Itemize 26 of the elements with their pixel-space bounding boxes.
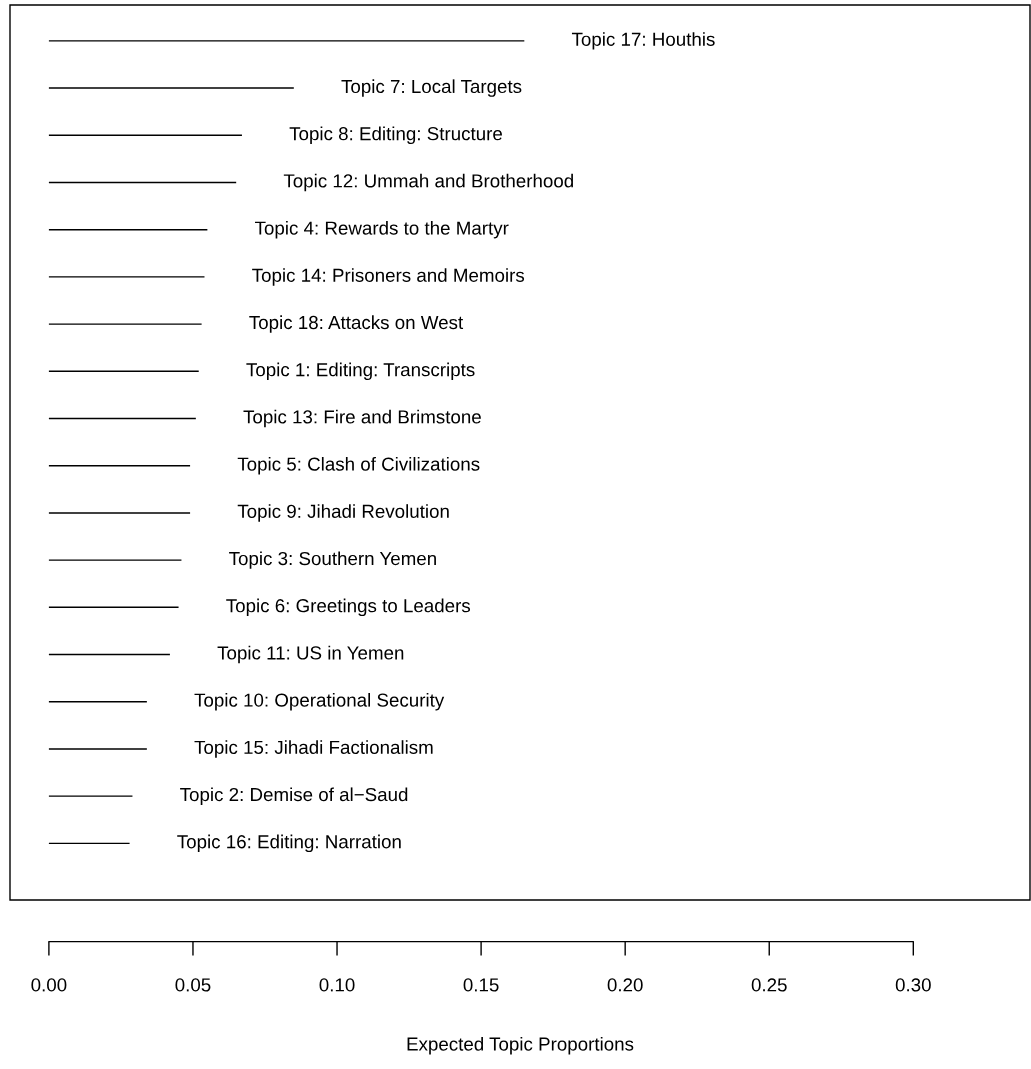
y-tick-label: Topic 6: Greetings to Leaders [226,598,471,617]
x-tick-label: 0.00 [31,978,67,992]
y-tick-label: Topic 14: Prisoners and Memoirs [252,268,525,286]
x-tick-label: 0.10 [319,978,355,992]
y-tick-label: Topic 4: Rewards to the Martyr [255,220,509,239]
x-tick-label: 0.25 [751,978,787,992]
y-tick-label: Topic 5: Clash of Civilizations [237,456,480,475]
y-tick-label: Topic 12: Ummah and Brotherhood [283,173,573,192]
y-tick-label: Topic 10: Operational Security [194,693,445,711]
x-tick-label: 0.30 [895,978,931,992]
y-tick-label: Topic 8: Editing: Structure [289,126,502,145]
y-tick-label: Topic 18: Attacks on West [249,315,464,333]
y-tick-label: Topic 1: Editing: Transcripts [246,362,475,381]
x-axis-title: Expected Topic Proportions [407,1036,634,1055]
y-tick-label: Topic 17: Houthis [571,32,715,50]
x-tick-label: 0.20 [607,978,643,992]
x-tick-label: 0.05 [175,978,211,992]
y-tick-label: Topic 11: US in Yemen [217,645,404,664]
y-tick-label: Topic 7: Local Targets [341,79,522,97]
y-tick-label: Topic 16: Editing: Narration [177,834,401,853]
y-tick-label: Topic 15: Jihadi Factionalism [194,740,433,758]
y-tick-label: Topic 2: Demise of al−Saud [180,787,408,805]
x-tick-label: 0.15 [463,978,499,992]
y-tick-label: Topic 13: Fire and Brimstone [243,409,481,428]
y-tick-label: Topic 3: Southern Yemen [229,551,436,569]
y-tick-label: Topic 9: Jihadi Revolution [237,504,449,522]
